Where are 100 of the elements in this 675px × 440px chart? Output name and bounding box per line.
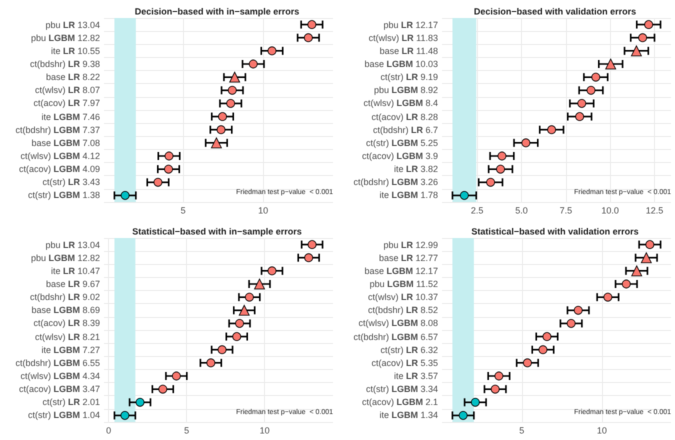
point bbox=[154, 178, 162, 187]
point bbox=[498, 152, 506, 160]
y-tick-label: ct(acov) LR 8.28 bbox=[371, 112, 438, 122]
y-tick-label: ite LR 10.47 bbox=[50, 266, 100, 276]
y-tick-label: ct(acov) LR 5.35 bbox=[371, 358, 438, 368]
chart-title: Statistical−based with in−sample errors bbox=[132, 226, 302, 236]
point bbox=[458, 411, 468, 420]
x-tick-label: 5 bbox=[180, 206, 186, 216]
y-tick-label: ct(wlsv) LR 10.37 bbox=[368, 292, 438, 302]
y-tick-label: ct(str) LGBM 1.04 bbox=[28, 410, 100, 420]
x-tick-label: 5 bbox=[519, 426, 524, 436]
chart-title: Statistical−based with validation errors bbox=[471, 226, 639, 236]
y-tick-label: ct(bdshr) LR 9.02 bbox=[30, 292, 100, 302]
y-tick-label: base LGBM 7.08 bbox=[31, 138, 100, 148]
point bbox=[268, 46, 276, 56]
y-tick-label: ct(str) LR 3.43 bbox=[42, 177, 100, 188]
point bbox=[638, 33, 648, 42]
point bbox=[307, 20, 316, 29]
y-tick-label: ct(bdshr) LR 9.38 bbox=[30, 59, 100, 69]
y-tick-label: ite LR 3.57 bbox=[394, 371, 438, 381]
y-tick-label: ite LGBM 1.34 bbox=[379, 410, 438, 420]
y-tick-label: ct(bdshr) LR 6.7 bbox=[372, 124, 438, 135]
y-tick-label: ct(str) LR 6.32 bbox=[380, 344, 438, 355]
point bbox=[574, 306, 583, 315]
y-tick-label: ct(str) LGBM 3.34 bbox=[366, 384, 438, 394]
y-tick-label: pbu LR 13.04 bbox=[45, 20, 100, 30]
y-tick-label: base LGBM 12.17 bbox=[364, 266, 438, 276]
point bbox=[631, 45, 642, 56]
y-tick-label: ite LGBM 7.27 bbox=[41, 344, 100, 355]
x-tick-label: 7.5 bbox=[560, 206, 572, 216]
y-tick-label: ct(acov) LGBM 2.1 bbox=[362, 397, 438, 408]
y-tick-label: pbu LGBM 12.82 bbox=[30, 252, 100, 263]
point bbox=[218, 112, 227, 121]
point bbox=[460, 191, 469, 200]
y-tick-label: ct(wlsv) LGBM 4.12 bbox=[20, 151, 100, 161]
point bbox=[218, 345, 226, 354]
x-tick-label: 10 bbox=[596, 426, 607, 436]
y-tick-label: ct(wlsv) LGBM 8.08 bbox=[358, 318, 438, 328]
x-tick-label: 2.5 bbox=[470, 206, 484, 216]
y-tick-label: pbu LGBM 8.92 bbox=[374, 85, 438, 96]
x-tick-label: 10.0 bbox=[601, 206, 619, 216]
point bbox=[645, 240, 654, 249]
point bbox=[206, 358, 216, 368]
point bbox=[542, 332, 552, 341]
x-tick-label: 10 bbox=[258, 206, 268, 216]
point bbox=[248, 60, 258, 68]
x-tick-label: 5.0 bbox=[515, 206, 528, 216]
point bbox=[640, 252, 652, 264]
y-tick-label: ct(wlsv) LGBM 4.34 bbox=[20, 371, 100, 381]
point bbox=[304, 253, 314, 262]
point bbox=[490, 384, 500, 394]
y-tick-label: ite LGBM 7.46 bbox=[41, 112, 100, 122]
point bbox=[538, 345, 548, 354]
point bbox=[605, 58, 616, 70]
y-tick-label: base LR 9.67 bbox=[46, 279, 100, 289]
y-tick-label: pbu LR 12.99 bbox=[383, 240, 438, 250]
y-tick-label: ct(str) LR 2.01 bbox=[42, 397, 100, 408]
y-tick-label: ct(str) LR 9.19 bbox=[380, 72, 438, 82]
point bbox=[470, 398, 480, 407]
point bbox=[522, 138, 530, 148]
point bbox=[136, 398, 144, 407]
point bbox=[486, 178, 496, 187]
y-tick-label: ct(acov) LGBM 4.09 bbox=[18, 164, 100, 174]
y-tick-label: ct(bdshr) LGBM 7.37 bbox=[15, 124, 100, 135]
y-tick-label: ct(wlsv) LR 8.07 bbox=[34, 85, 100, 96]
x-tick-label: 10 bbox=[260, 426, 270, 436]
point bbox=[575, 112, 584, 121]
y-tick-label: ct(wlsv) LR 8.21 bbox=[34, 332, 100, 342]
point bbox=[229, 72, 240, 83]
y-tick-label: ite LR 10.55 bbox=[50, 46, 100, 56]
y-tick-label: ct(acov) LGBM 3.9 bbox=[362, 151, 438, 161]
y-tick-label: ct(wlsv) LGBM 8.4 bbox=[363, 98, 438, 108]
y-tick-label: ite LR 3.82 bbox=[394, 164, 438, 174]
y-tick-label: pbu LR 12.17 bbox=[383, 20, 438, 30]
point bbox=[244, 292, 254, 302]
point bbox=[523, 358, 532, 368]
point bbox=[120, 411, 130, 420]
y-tick-label: ct(str) LGBM 1.38 bbox=[28, 190, 100, 200]
point bbox=[547, 125, 556, 134]
point bbox=[172, 372, 181, 380]
y-tick-label: pbu LR 13.04 bbox=[45, 240, 100, 250]
y-tick-label: base LR 11.48 bbox=[380, 46, 438, 56]
point bbox=[586, 86, 596, 95]
y-tick-label: base LR 12.77 bbox=[378, 252, 438, 263]
point bbox=[591, 72, 600, 82]
point bbox=[308, 240, 316, 249]
point bbox=[158, 384, 168, 394]
y-tick-label: base LR 8.22 bbox=[46, 72, 100, 82]
point bbox=[304, 33, 313, 42]
y-tick-label: ite LGBM 1.78 bbox=[379, 190, 438, 200]
point bbox=[631, 265, 642, 276]
y-tick-label: ct(bdshr) LGBM 6.57 bbox=[353, 332, 438, 342]
x-tick-label: 12.5 bbox=[646, 206, 664, 216]
point bbox=[232, 332, 242, 341]
point bbox=[164, 152, 174, 160]
x-tick-label: 0 bbox=[106, 426, 112, 436]
y-tick-label: base LGBM 8.69 bbox=[31, 305, 100, 316]
y-tick-label: ct(bdshr) LGBM 6.55 bbox=[15, 358, 100, 368]
y-tick-label: ct(bdshr) LR 8.52 bbox=[368, 305, 438, 316]
y-tick-label: ct(wlsv) LR 11.83 bbox=[368, 32, 438, 43]
